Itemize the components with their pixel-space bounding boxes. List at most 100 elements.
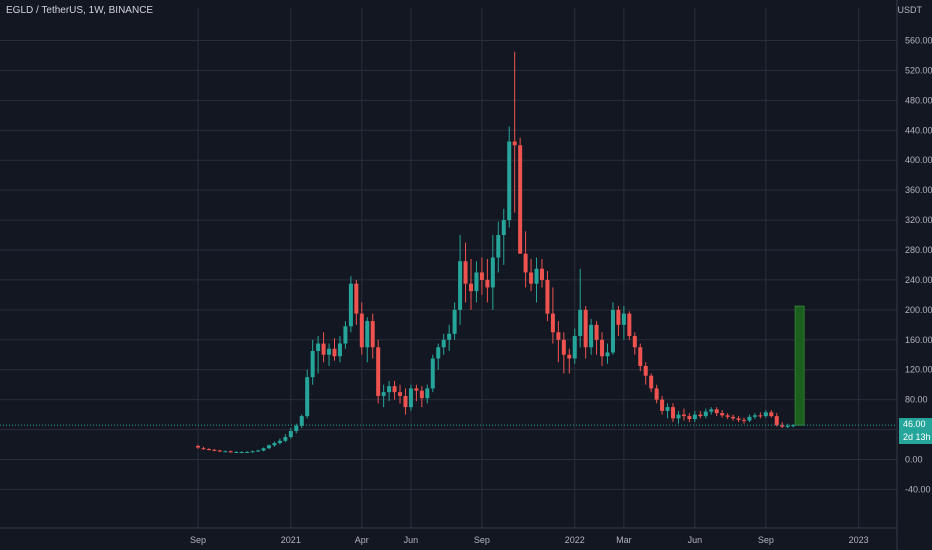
candle-body bbox=[419, 390, 424, 399]
candle-body bbox=[572, 336, 577, 359]
candle-body bbox=[785, 425, 790, 427]
candle-body bbox=[288, 431, 293, 438]
candle-body bbox=[234, 452, 239, 454]
y-tick-label: 280.00 bbox=[905, 245, 932, 255]
candle-body bbox=[610, 309, 615, 353]
y-tick-label: 560.00 bbox=[905, 36, 932, 46]
candle-body bbox=[239, 452, 244, 454]
candle-body bbox=[791, 425, 796, 427]
candle-body bbox=[245, 452, 250, 454]
candle-body bbox=[469, 283, 473, 292]
candle-body bbox=[529, 272, 534, 284]
candle-body bbox=[632, 336, 637, 348]
x-tick-label: 2023 bbox=[849, 535, 869, 545]
candle-body bbox=[370, 321, 375, 348]
candle-body bbox=[359, 313, 364, 348]
candle-body bbox=[676, 414, 681, 419]
candle-body bbox=[736, 418, 741, 420]
candle-body bbox=[261, 448, 266, 451]
y-tick-label: 200.00 bbox=[905, 305, 932, 315]
y-tick-label: 480.00 bbox=[905, 95, 932, 105]
price-axis-unit: USDT bbox=[897, 5, 923, 15]
candle-body bbox=[681, 414, 686, 417]
candle-body bbox=[250, 451, 255, 453]
candle-body bbox=[534, 268, 539, 284]
candle-body bbox=[512, 141, 517, 146]
candle-body bbox=[589, 324, 594, 348]
candle-body bbox=[283, 437, 288, 441]
candle-body bbox=[763, 412, 768, 417]
candle-body bbox=[758, 415, 763, 417]
candle-body bbox=[463, 261, 468, 284]
candle-body bbox=[441, 339, 446, 348]
y-tick-label: 80.00 bbox=[905, 395, 928, 405]
candle-body bbox=[408, 388, 413, 408]
candle-body bbox=[337, 343, 342, 357]
candle-body bbox=[387, 386, 392, 393]
candle-body bbox=[447, 333, 452, 340]
candle-body bbox=[381, 392, 386, 396]
y-tick-label: 360.00 bbox=[905, 185, 932, 195]
candle-body bbox=[742, 419, 746, 421]
x-tick-label: Mar bbox=[616, 535, 632, 545]
candle-body bbox=[539, 268, 544, 280]
candle-body bbox=[365, 321, 370, 348]
x-tick-label: Sep bbox=[190, 535, 206, 545]
candle-body bbox=[616, 309, 621, 325]
candle-body bbox=[294, 425, 299, 432]
x-tick-label: Jun bbox=[688, 535, 703, 545]
candle-body bbox=[501, 220, 506, 236]
candle-body bbox=[479, 272, 484, 280]
candle-body bbox=[266, 445, 271, 449]
candle-body bbox=[605, 352, 610, 357]
candle-body bbox=[310, 351, 315, 378]
candle-body bbox=[414, 388, 419, 391]
candle-body bbox=[507, 141, 512, 221]
candle-body bbox=[600, 339, 605, 357]
candle-body bbox=[332, 348, 337, 357]
y-tick-label: 240.00 bbox=[905, 275, 932, 285]
candle-body bbox=[643, 365, 648, 376]
candle-body bbox=[430, 358, 435, 389]
y-tick-label: 320.00 bbox=[905, 215, 932, 225]
x-tick-label: Apr bbox=[355, 535, 369, 545]
y-tick-label: -40.00 bbox=[905, 484, 931, 494]
y-tick-label: 160.00 bbox=[905, 335, 932, 345]
candle-body bbox=[343, 326, 348, 344]
candle-body bbox=[196, 446, 200, 448]
candle-body bbox=[256, 450, 261, 452]
candle-body bbox=[720, 413, 725, 416]
candle-body bbox=[654, 388, 659, 400]
candle-body bbox=[638, 347, 643, 366]
candle-body bbox=[698, 414, 703, 417]
x-tick-label: 2021 bbox=[281, 535, 301, 545]
y-tick-label: 440.00 bbox=[905, 125, 932, 135]
y-tick-label: 520.00 bbox=[905, 65, 932, 75]
candle-body bbox=[452, 309, 457, 334]
candle-body bbox=[671, 407, 676, 419]
candle-body bbox=[561, 339, 566, 355]
candle-body bbox=[212, 449, 217, 451]
candle-body bbox=[201, 448, 206, 450]
candle-body bbox=[523, 253, 528, 273]
candle-body bbox=[299, 416, 304, 426]
candle-body bbox=[665, 407, 670, 411]
candle-body bbox=[321, 343, 326, 355]
candle-body bbox=[496, 235, 501, 258]
candle-body bbox=[687, 416, 692, 420]
y-tick-label: 0.00 bbox=[905, 455, 923, 465]
candle-body bbox=[556, 332, 561, 340]
y-tick-label: 400.00 bbox=[905, 155, 932, 165]
candle-body bbox=[583, 309, 588, 348]
candle-body bbox=[354, 283, 359, 314]
x-tick-label: Sep bbox=[474, 535, 490, 545]
candle-body bbox=[621, 313, 626, 325]
candle-body bbox=[627, 313, 632, 337]
candle-body bbox=[660, 399, 665, 411]
candle-body bbox=[714, 409, 719, 414]
candle-body bbox=[436, 347, 441, 359]
candle-body bbox=[709, 409, 714, 412]
candle-body bbox=[485, 279, 490, 288]
candle-body bbox=[217, 450, 222, 452]
